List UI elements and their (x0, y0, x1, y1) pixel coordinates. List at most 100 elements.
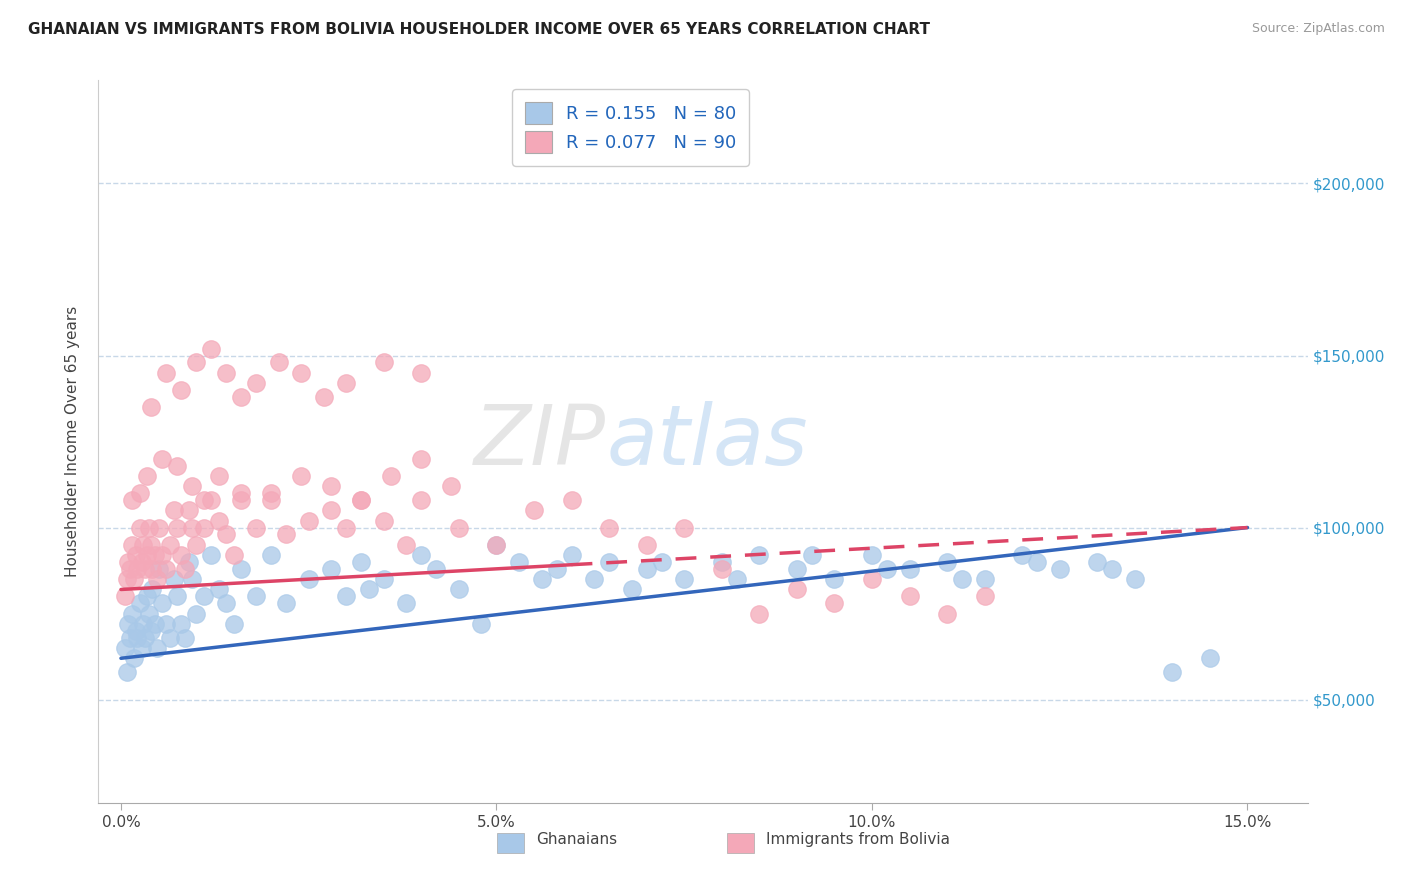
Point (876, 562, 898, 576)
Point (373, 514, 395, 528)
Point (128, 596, 150, 610)
Text: Source: ZipAtlas.com: Source: ZipAtlas.com (1251, 22, 1385, 36)
Point (276, 596, 298, 610)
Point (124, 572, 146, 586)
Point (823, 572, 845, 586)
Point (229, 486, 252, 500)
Point (229, 493, 252, 508)
Y-axis label: Householder Income Over 65 years: Householder Income Over 65 years (65, 306, 80, 577)
Point (170, 548, 193, 562)
Point (350, 493, 373, 508)
Point (598, 555, 620, 569)
Point (321, 479, 343, 493)
Point (523, 503, 546, 517)
Point (411, 366, 433, 380)
Point (245, 590, 267, 604)
Point (207, 469, 229, 483)
Point (121, 607, 143, 621)
Point (177, 503, 200, 517)
Point (485, 538, 508, 552)
Point (143, 616, 166, 631)
Point (312, 390, 335, 404)
Point (146, 572, 169, 586)
Point (373, 355, 395, 369)
Point (290, 469, 312, 483)
Point (1101, 562, 1123, 576)
Point (166, 590, 188, 604)
Point (121, 538, 143, 552)
Point (298, 572, 321, 586)
Point (598, 520, 620, 534)
Point (114, 640, 136, 655)
Point (973, 590, 995, 604)
Point (155, 366, 177, 380)
Point (936, 555, 959, 569)
Point (447, 582, 470, 597)
Point (207, 514, 229, 528)
Point (898, 590, 921, 604)
Point (193, 520, 215, 534)
Point (583, 572, 606, 586)
Point (170, 383, 193, 397)
Point (620, 582, 643, 597)
Point (143, 548, 166, 562)
Point (127, 562, 149, 576)
Point (125, 624, 148, 638)
Point (200, 342, 222, 356)
Point (530, 572, 553, 586)
Point (134, 562, 156, 576)
Point (276, 527, 298, 541)
Point (1161, 665, 1184, 679)
Point (184, 538, 207, 552)
Point (1026, 555, 1049, 569)
Point (136, 469, 159, 483)
Point (425, 562, 447, 576)
Point (485, 538, 508, 552)
Point (823, 596, 845, 610)
Point (215, 527, 238, 541)
FancyBboxPatch shape (727, 833, 754, 854)
Point (335, 376, 357, 390)
Text: Immigrants from Bolivia: Immigrants from Bolivia (766, 832, 950, 847)
Point (128, 520, 150, 534)
Point (193, 590, 215, 604)
Point (290, 366, 312, 380)
Point (1199, 651, 1222, 665)
Point (860, 572, 883, 586)
Point (222, 548, 245, 562)
Text: atlas: atlas (606, 401, 808, 482)
Text: GHANAIAN VS IMMIGRANTS FROM BOLIVIA HOUSEHOLDER INCOME OVER 65 YEARS CORRELATION: GHANAIAN VS IMMIGRANTS FROM BOLIVIA HOUS… (28, 22, 931, 37)
Point (245, 376, 267, 390)
Point (335, 520, 357, 534)
Point (139, 400, 162, 414)
Point (141, 562, 163, 576)
Point (267, 355, 290, 369)
Point (380, 469, 402, 483)
Point (411, 451, 433, 466)
Point (1123, 572, 1146, 586)
Point (127, 631, 149, 645)
Point (155, 562, 177, 576)
Point (222, 616, 245, 631)
Point (860, 548, 883, 562)
Point (748, 548, 770, 562)
Point (298, 514, 321, 528)
Point (162, 572, 184, 586)
Point (136, 590, 159, 604)
Point (131, 555, 153, 569)
Point (181, 479, 204, 493)
Point (193, 493, 215, 508)
Point (395, 596, 418, 610)
Point (260, 548, 283, 562)
Point (148, 562, 170, 576)
Point (162, 503, 184, 517)
Point (146, 640, 169, 655)
Point (245, 520, 267, 534)
Point (950, 572, 973, 586)
Point (121, 493, 143, 508)
Point (159, 631, 181, 645)
Point (636, 538, 658, 552)
Point (725, 572, 748, 586)
Legend: R = 0.155   N = 80, R = 0.077   N = 90: R = 0.155 N = 80, R = 0.077 N = 90 (512, 89, 749, 166)
Point (136, 548, 159, 562)
